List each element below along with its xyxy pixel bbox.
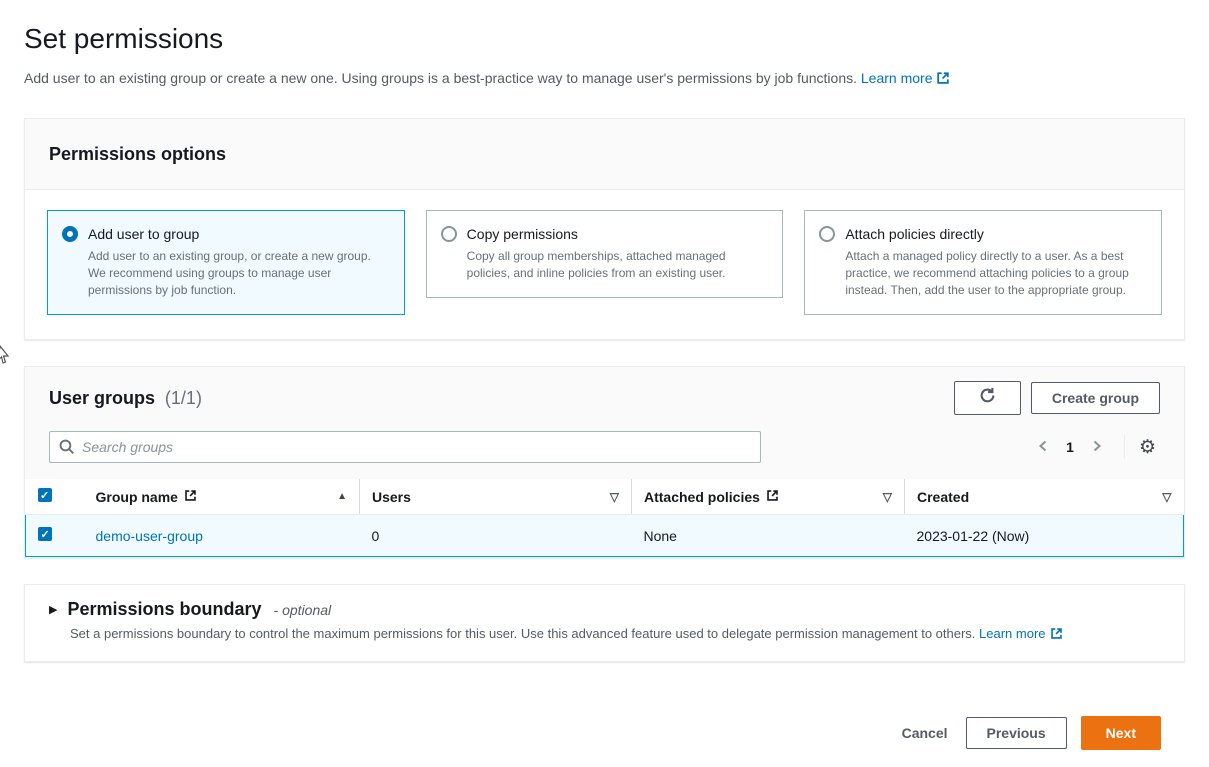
search-input[interactable] — [49, 431, 761, 463]
column-label: Group name — [95, 488, 178, 505]
option-description: Attach a managed policy directly to a us… — [845, 249, 1129, 297]
user-groups-count: (1/1) — [164, 388, 202, 408]
next-button[interactable]: Next — [1080, 716, 1161, 750]
user-groups-panel: User groups (1/1) Create group 1 — [24, 366, 1185, 558]
expand-icon: ▶ — [49, 604, 58, 616]
column-created[interactable]: Created ▽ — [904, 479, 1184, 515]
pagination-divider — [1123, 435, 1125, 459]
page-title: Set permissions — [24, 23, 224, 54]
permissions-options-panel: Permissions options Add user to group Ad… — [24, 118, 1185, 340]
permissions-boundary-description: Set a permissions boundary to control th… — [70, 625, 1160, 645]
user-groups-actions: Create group — [953, 381, 1160, 415]
column-attached-policies[interactable]: Attached policies ▽ — [631, 479, 905, 515]
option-attach-policies-directly[interactable]: Attach policies directly Attach a manage… — [804, 210, 1163, 315]
learn-more-link[interactable]: Learn more — [861, 70, 951, 86]
sort-ascending-icon[interactable]: ▲ — [337, 491, 347, 502]
option-copy-permissions[interactable]: Copy permissions Copy all group membersh… — [425, 210, 784, 298]
created-cell: 2023-01-22 (Now) — [904, 514, 1184, 557]
row-select-cell — [25, 514, 84, 557]
optional-label: - optional — [273, 601, 332, 618]
permissions-options-row: Add user to group Add user to an existin… — [25, 190, 1184, 339]
page-subtitle-text: Add user to an existing group or create … — [24, 70, 857, 86]
search-icon — [58, 438, 75, 458]
permissions-boundary-title: Permissions boundary — [67, 599, 262, 619]
mouse-cursor — [0, 345, 11, 368]
user-groups-table: Group name ▲ Users ▽ Attached policies — [25, 479, 1184, 557]
refresh-button[interactable] — [953, 381, 1021, 415]
user-groups-header: User groups (1/1) Create group 1 — [25, 367, 1184, 479]
select-all-checkbox[interactable] — [37, 488, 52, 502]
column-label: Created — [917, 488, 970, 505]
option-content: Attach policies directly Attach a manage… — [845, 224, 1145, 299]
table-row[interactable]: demo-user-group 0 None 2023-01-22 (Now) — [25, 514, 1184, 557]
option-content: Copy permissions Copy all group membersh… — [467, 224, 767, 282]
permissions-boundary-panel: ▶ Permissions boundary - optional Set a … — [24, 584, 1185, 662]
gear-icon[interactable]: ⚙ — [1135, 436, 1160, 459]
users-cell: 0 — [359, 514, 632, 557]
option-label: Copy permissions — [466, 226, 578, 242]
external-link-icon — [184, 489, 197, 505]
column-users[interactable]: Users ▽ — [359, 479, 632, 515]
chevron-right-icon — [1090, 438, 1104, 457]
set-permissions-page: Set permissions Add user to an existing … — [0, 0, 1209, 750]
filter-icon[interactable]: ▽ — [1162, 489, 1172, 504]
radio-add-user-to-group[interactable] — [62, 226, 78, 242]
filter-icon[interactable]: ▽ — [882, 489, 892, 504]
option-add-user-to-group[interactable]: Add user to group Add user to an existin… — [47, 210, 405, 315]
search-box — [49, 431, 761, 463]
column-group-name[interactable]: Group name ▲ — [83, 479, 360, 515]
external-link-icon — [766, 489, 779, 505]
radio-copy-permissions[interactable] — [440, 226, 457, 242]
current-page-number: 1 — [1066, 439, 1074, 455]
radio-attach-policies-directly[interactable] — [819, 226, 836, 242]
cancel-button[interactable]: Cancel — [898, 717, 952, 749]
previous-page-button[interactable] — [1030, 434, 1056, 461]
refresh-icon — [979, 387, 996, 409]
option-label: Attach policies directly — [845, 226, 984, 242]
external-link-icon — [936, 70, 950, 90]
option-description: Add user to an existing group, or create… — [88, 249, 371, 297]
column-label: Attached policies — [644, 488, 760, 505]
permissions-boundary-toggle[interactable]: ▶ Permissions boundary - optional — [49, 599, 1160, 620]
user-groups-toolbar: 1 ⚙ — [49, 431, 1160, 463]
group-name-cell: demo-user-group — [83, 514, 360, 557]
learn-more-link[interactable]: Learn more — [979, 626, 1062, 641]
option-content: Add user to group Add user to an existin… — [88, 224, 388, 299]
pagination: 1 ⚙ — [1030, 434, 1160, 461]
select-all-header — [25, 479, 84, 515]
learn-more-label: Learn more — [979, 626, 1046, 641]
permissions-options-header: Permissions options — [25, 119, 1184, 190]
group-name-link[interactable]: demo-user-group — [95, 527, 203, 544]
user-groups-header-row: User groups (1/1) Create group — [49, 381, 1160, 415]
page-subtitle: Add user to an existing group or create … — [24, 68, 1185, 90]
chevron-left-icon — [1036, 438, 1050, 457]
create-group-button[interactable]: Create group — [1030, 382, 1160, 414]
attached-policies-cell: None — [631, 514, 905, 557]
wizard-footer: Cancel Previous Next — [24, 688, 1185, 750]
user-groups-title: User groups — [49, 388, 156, 408]
previous-button[interactable]: Previous — [965, 717, 1067, 749]
table-header-row: Group name ▲ Users ▽ Attached policies — [25, 479, 1184, 515]
filter-icon[interactable]: ▽ — [609, 489, 619, 504]
option-label: Add user to group — [88, 226, 200, 242]
learn-more-label: Learn more — [860, 70, 933, 86]
external-link-icon — [1050, 627, 1063, 645]
option-description: Copy all group memberships, attached man… — [466, 249, 726, 280]
column-label: Users — [372, 488, 411, 505]
row-checkbox[interactable] — [38, 527, 52, 541]
permissions-options-title: Permissions options — [49, 144, 227, 164]
next-page-button[interactable] — [1084, 434, 1110, 461]
user-groups-title-wrap: User groups (1/1) — [49, 387, 202, 409]
permissions-boundary-description-text: Set a permissions boundary to control th… — [70, 626, 976, 641]
